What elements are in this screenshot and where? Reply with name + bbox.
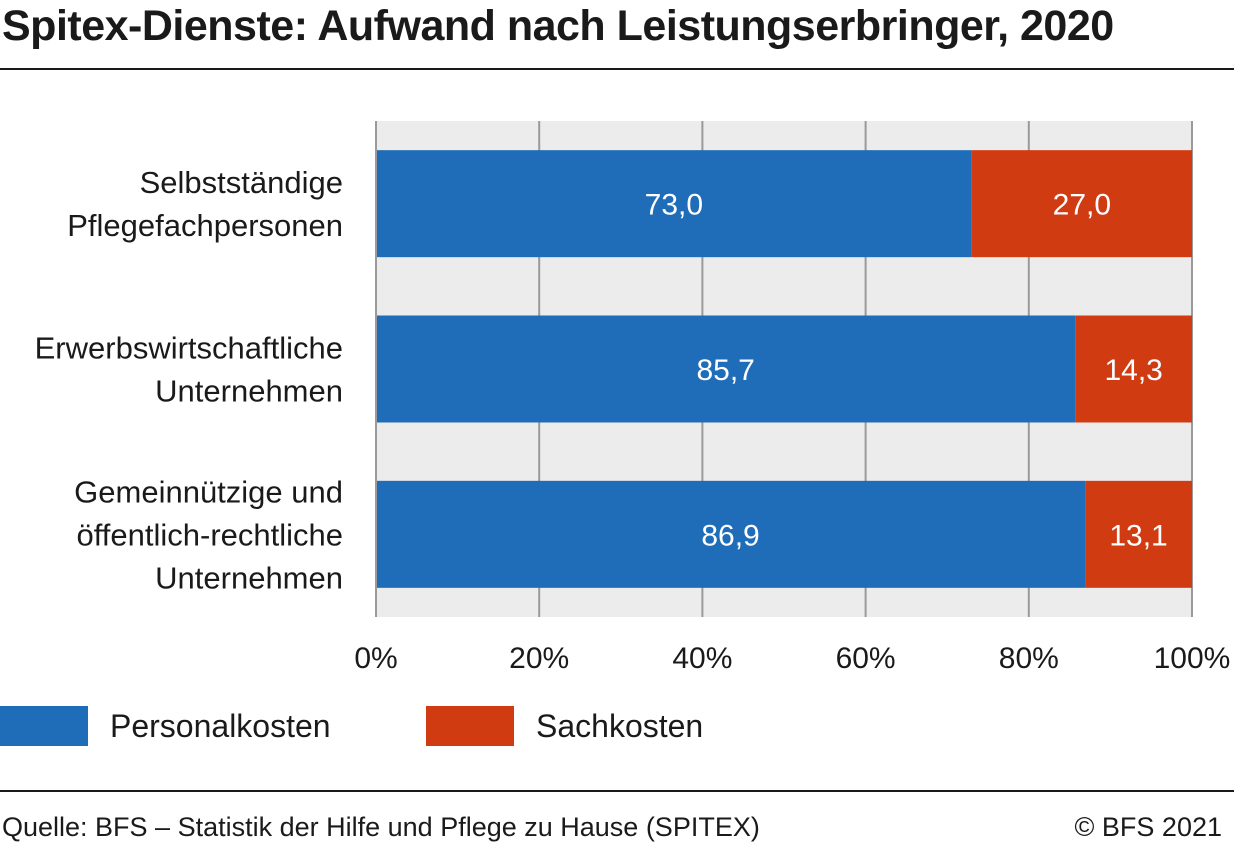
chart-title: Spitex-Dienste: Aufwand nach Leistungser…	[2, 2, 1114, 50]
bar-segment	[1075, 315, 1192, 423]
category-label: Unternehmen	[155, 374, 343, 409]
chart-area: 0% 20% 40% 60% 80% 100% 73,0 27,0 Selbstständige…	[35, 121, 1231, 675]
copyright-note: © BFS 2021	[1074, 812, 1222, 842]
data-label: 14,3	[1104, 354, 1162, 387]
bar-segment	[971, 150, 1192, 258]
data-label: 86,9	[701, 519, 759, 552]
footer-rule	[0, 790, 1234, 792]
category-label: Gemeinnützige und	[74, 474, 343, 509]
data-label: 27,0	[1053, 189, 1111, 222]
source-note: Quelle: BFS – Statistik der Hilfe und Pf…	[2, 812, 760, 842]
data-label: 73,0	[645, 189, 703, 222]
x-tick-label: 20%	[509, 642, 569, 675]
category-label: Pflegefachpersonen	[67, 208, 343, 243]
legend-swatch-personalkosten	[0, 706, 88, 746]
title-rule	[0, 68, 1234, 70]
x-tick-label: 40%	[672, 642, 732, 675]
category-label: Erwerbswirtschaftliche	[35, 331, 343, 366]
bar-segment	[1085, 480, 1192, 588]
legend-swatch-sachkosten	[426, 706, 514, 746]
x-tick-label: 100%	[1154, 642, 1231, 675]
bar-segment	[376, 315, 1076, 423]
category-label: Unternehmen	[155, 560, 343, 595]
category-label: Selbstständige	[140, 165, 343, 200]
data-label: 13,1	[1109, 519, 1167, 552]
bar-segment	[376, 150, 972, 258]
legend: Personalkosten Sachkosten	[0, 706, 1234, 750]
data-label: 85,7	[696, 354, 754, 387]
category-label: öffentlich-rechtliche	[76, 517, 343, 552]
x-tick-label: 80%	[999, 642, 1059, 675]
x-tick-label: 60%	[836, 642, 896, 675]
x-tick-label: 0%	[354, 642, 397, 675]
legend-label-sachkosten: Sachkosten	[536, 708, 704, 744]
legend-label-personalkosten: Personalkosten	[110, 708, 331, 744]
bar-segment	[376, 480, 1086, 588]
